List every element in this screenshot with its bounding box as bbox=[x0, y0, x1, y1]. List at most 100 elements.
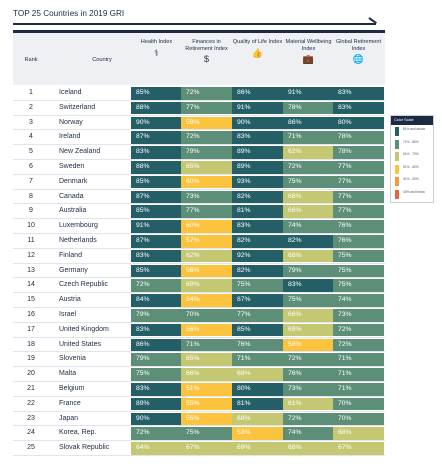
value-cell: 85% bbox=[232, 323, 283, 337]
country-cell: Canada bbox=[59, 192, 84, 200]
rank-cell: 13 bbox=[27, 266, 35, 274]
table-row: 9 Australia 85% 77% 81% 66% 77% bbox=[13, 204, 385, 220]
table-row: 15 Austria 84% 54% 87% 75% 74% bbox=[13, 293, 385, 308]
value-cell: 62% bbox=[283, 146, 334, 159]
value-cell: 83% bbox=[131, 323, 182, 337]
value-cell: 72% bbox=[283, 353, 334, 366]
value-cell: 82% bbox=[232, 264, 283, 278]
value-cell: 71% bbox=[232, 353, 283, 366]
table-row: 11 Netherlands 87% 57% 82% 82% 76% bbox=[13, 234, 385, 249]
value-cell: 72% bbox=[181, 131, 232, 144]
country-cell: Finland bbox=[59, 251, 82, 259]
country-cell: United Kingdom bbox=[59, 325, 109, 333]
value-cell: 77% bbox=[181, 205, 232, 218]
legend-label: 71% - 80% bbox=[403, 139, 419, 144]
value-cell: 66% bbox=[181, 368, 232, 381]
country-cell: Iceland bbox=[59, 89, 82, 96]
value-cell: 74% bbox=[283, 220, 334, 233]
header-country: Country bbox=[92, 57, 112, 63]
table-row: 19 Slovenia 79% 65% 71% 72% 71% bbox=[13, 352, 385, 368]
value-cell: 68% bbox=[283, 249, 334, 263]
value-cell: 73% bbox=[283, 383, 334, 396]
value-cell: 93% bbox=[232, 175, 283, 189]
value-cell: 74% bbox=[333, 294, 384, 307]
legend-swatch bbox=[395, 189, 399, 199]
value-cell: 89% bbox=[131, 397, 182, 411]
value-cell: 75% bbox=[181, 427, 232, 440]
value-cell: 91% bbox=[232, 101, 283, 115]
rank-cell: 2 bbox=[29, 103, 33, 111]
value-cell: 78% bbox=[333, 131, 384, 144]
header-label: Quality of Life Index bbox=[232, 39, 283, 45]
value-cell: 70% bbox=[333, 412, 384, 426]
legend-label: 41% - 50% bbox=[403, 177, 419, 181]
value-cell: 68% bbox=[232, 412, 283, 426]
header-person-thumbs-up: Quality of Life Index 👍 bbox=[232, 39, 283, 58]
value-cell: 77% bbox=[333, 161, 384, 174]
value-cell: 51% bbox=[181, 383, 232, 396]
value-cell: 82% bbox=[232, 235, 283, 248]
country-cell: Netherlands bbox=[59, 237, 97, 244]
title-bar: TOP 25 Countries in 2019 GRI bbox=[13, 6, 423, 25]
table-row: 14 Czech Republic 72% 69% 75% 83% 75% bbox=[13, 278, 385, 294]
rank-cell: 1 bbox=[29, 89, 33, 96]
country-cell: Ireland bbox=[59, 133, 81, 141]
value-cell: 69% bbox=[283, 323, 334, 337]
value-cell: 74% bbox=[283, 427, 334, 440]
value-cell: 85% bbox=[131, 205, 182, 218]
person-thumbs-up-icon: 👍 bbox=[251, 47, 264, 58]
country-cell: Slovenia bbox=[59, 355, 86, 363]
rank-cell: 5 bbox=[29, 148, 33, 156]
country-cell: Slovak Republic bbox=[59, 444, 110, 452]
value-cell: 86% bbox=[131, 338, 182, 352]
country-cell: Sweden bbox=[59, 163, 85, 170]
value-cell: 70% bbox=[181, 309, 232, 322]
country-cell: Australia bbox=[59, 207, 87, 215]
value-cell: 71% bbox=[181, 338, 232, 352]
value-cell: 86% bbox=[232, 87, 283, 100]
value-cell: 86% bbox=[283, 116, 334, 130]
country-cell: Denmark bbox=[59, 177, 88, 185]
table-row: 13 Germany 85% 56% 82% 79% 75% bbox=[13, 264, 385, 279]
country-cell: United States bbox=[59, 340, 102, 348]
value-cell: 85% bbox=[131, 175, 182, 189]
country-cell: Israel bbox=[59, 311, 77, 318]
value-cell: 75% bbox=[333, 249, 384, 263]
legend-label: 40% and below bbox=[403, 189, 425, 194]
value-cell: 68% bbox=[333, 427, 384, 440]
rank-cell: 7 bbox=[29, 177, 33, 185]
rank-cell: 24 bbox=[27, 429, 35, 437]
table-row: 24 Korea, Rep. 72% 75% 53% 74% 68% bbox=[13, 426, 385, 442]
value-cell: 57% bbox=[181, 235, 232, 248]
legend-label: 61% - 70% bbox=[403, 152, 419, 156]
header-money-bills: Finances in Retirement Index $ bbox=[181, 39, 232, 64]
value-cell: 76% bbox=[232, 338, 283, 352]
value-cell: 67% bbox=[333, 442, 384, 455]
value-cell: 85% bbox=[131, 264, 182, 278]
value-cell: 90% bbox=[232, 116, 283, 130]
table-row: 8 Canada 87% 73% 82% 68% 77% bbox=[13, 190, 385, 205]
value-cell: 64% bbox=[131, 442, 182, 455]
legend-item: 61% - 70% bbox=[391, 150, 433, 163]
value-cell: 65% bbox=[181, 353, 232, 366]
value-cell: 56% bbox=[181, 323, 232, 337]
value-cell: 66% bbox=[283, 205, 334, 218]
value-cell: 91% bbox=[131, 220, 182, 233]
rank-cell: 10 bbox=[27, 222, 35, 230]
value-cell: 67% bbox=[181, 442, 232, 455]
legend-swatch bbox=[395, 127, 399, 136]
country-cell: New Zealand bbox=[59, 148, 101, 156]
value-cell: 79% bbox=[131, 309, 182, 322]
table-row: 6 Sweden 88% 65% 89% 72% 77% bbox=[13, 160, 385, 175]
value-cell: 92% bbox=[232, 249, 283, 263]
value-cell: 83% bbox=[131, 383, 182, 396]
money-bills-icon: $ bbox=[203, 54, 209, 65]
value-cell: 62% bbox=[181, 249, 232, 263]
value-cell: 77% bbox=[333, 190, 384, 204]
value-cell: 75% bbox=[333, 279, 384, 292]
table-row: 18 United States 86% 71% 76% 58% 72% bbox=[13, 338, 385, 353]
country-cell: Japan bbox=[59, 414, 79, 422]
value-cell: 69% bbox=[181, 279, 232, 292]
title-underline bbox=[13, 23, 376, 25]
value-cell: 77% bbox=[181, 101, 232, 115]
